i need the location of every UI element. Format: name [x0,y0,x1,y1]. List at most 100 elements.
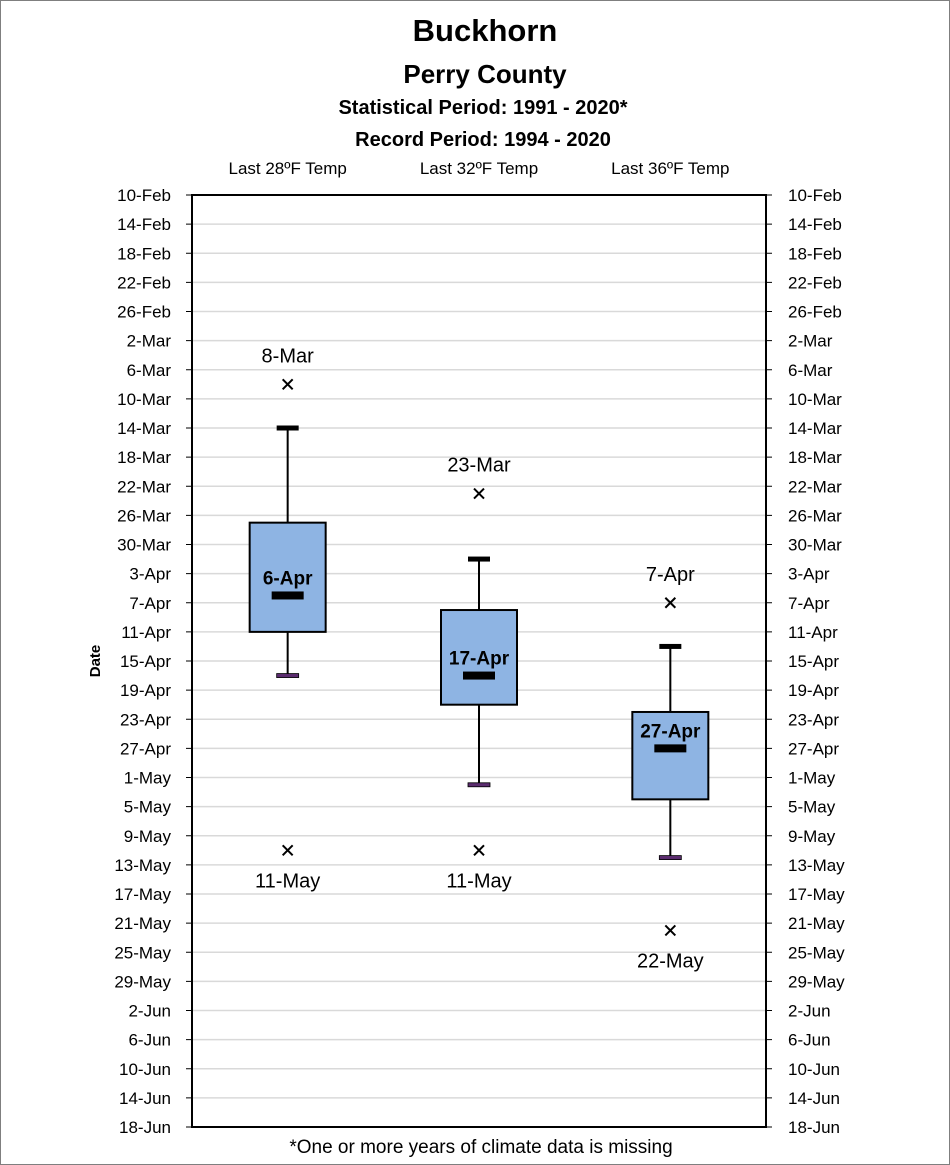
earliest-record-label: 8-Mar [262,345,315,367]
y-tick-label: 14-Feb [117,215,171,234]
y-tick-label: 10-Feb [117,186,171,205]
latest-record-label: 11-May [446,870,511,892]
y-tick-label: 2-Jun [788,1002,831,1021]
earliest-record-marker [281,378,294,391]
y-tick-label: 7-Apr [129,594,171,613]
y-tick-label: 11-Apr [121,623,171,642]
iqr-box [440,609,518,706]
y-tick-label: 15-Apr [788,652,839,671]
y-tick-label: 15-Apr [120,652,171,671]
whisker-cap-late [276,673,300,678]
y-tick-label: 17-May [114,885,171,904]
box-series: 6-Apr 8-Mar 11-May 17-Apr 23-Mar 11-May 27-Apr… [248,345,710,972]
box-series-1: 6-Apr 8-Mar 11-May [248,345,327,892]
y-tick-label: 5-May [124,798,172,817]
y-tick-label: 14-Feb [788,215,842,234]
whisker-cap-late [658,855,682,860]
y-tick-label: 23-Apr [120,710,171,729]
y-tick-label: 10-Mar [117,390,171,409]
plot-area-border [191,194,767,1128]
y-tick-label: 23-Apr [788,710,839,729]
median-marker [654,744,687,753]
y-tick-label: 18-Feb [788,244,842,263]
y-tick-labels-right: 10-Feb 14-Feb 18-Feb 22-Feb 26-Feb 2-Mar 6-Mar… [788,186,845,1137]
whisker-cap-early [659,643,682,649]
y-tick-label: 2-Mar [788,332,833,351]
y-tick-label: 18-Mar [117,448,171,467]
y-tick-label: 1-May [788,769,836,788]
y-tick-label: 6-Mar [127,361,172,380]
y-tick-label: 18-Feb [117,244,171,263]
category-label: Last 36ºF Temp [611,159,729,178]
y-tick-label: 6-Jun [788,1031,831,1050]
y-tick-label: 22-Mar [788,477,842,496]
iqr-box [631,710,710,801]
latest-record-label: 11-May [255,870,320,892]
box-series-3: 27-Apr 7-Apr 22-May [631,564,710,972]
y-tick-label: 14-Jun [788,1089,840,1108]
median-label: 27-Apr [640,721,701,742]
y-tick-label: 22-Feb [788,273,842,292]
y-tick-label: 14-Mar [788,419,842,438]
y-tick-label: 21-May [114,914,171,933]
category-labels: Last 28ºF Temp Last 32ºF Temp Last 36ºF Te… [228,159,729,178]
y-tick-label: 7-Apr [788,594,830,613]
median-label: 6-Apr [263,568,313,589]
y-tick-label: 29-May [788,972,845,991]
y-tick-label: 13-May [788,856,845,875]
y-tick-label: 10-Jun [788,1060,840,1079]
y-tick-label: 6-Mar [788,361,833,380]
y-tick-label: 18-Jun [119,1118,171,1137]
latest-record-marker [281,844,294,857]
y-tick-labels-left: 10-Feb 14-Feb 18-Feb 22-Feb 26-Feb 2-Mar 6-Mar… [114,186,171,1137]
y-tick-label: 22-Feb [117,273,171,292]
y-tick-label: 3-Apr [788,565,830,584]
y-tick-label: 6-Jun [128,1031,171,1050]
y-tick-label: 27-Apr [788,739,839,758]
whisker-cap-late [467,782,491,788]
median-marker [463,671,495,680]
median-label: 17-Apr [449,649,510,670]
y-tick-label: 14-Jun [119,1089,171,1108]
y-tick-label: 27-Apr [120,739,171,758]
y-tick-label: 10-Mar [788,390,842,409]
y-tick-label: 25-May [788,943,845,962]
y-tick-label: 21-May [788,914,845,933]
y-tick-label: 18-Jun [788,1118,840,1137]
y-tick-label: 10-Feb [788,186,842,205]
record-period: Record Period: 1994 - 2020 [355,129,611,151]
iqr-box [248,521,327,633]
box-series-2: 17-Apr 23-Mar 11-May [440,455,518,892]
earliest-record-label: 23-Mar [447,455,511,477]
chart-subtitle: Perry County [403,59,567,89]
y-tick-label: 18-Mar [788,448,842,467]
footnote: *One or more years of climate data is mi… [289,1137,672,1158]
earliest-record-marker [473,487,485,500]
y-tick-label: 2-Mar [127,332,172,351]
whisker-cap-early [468,556,490,562]
y-tick-label: 29-May [114,972,171,991]
category-label: Last 28ºF Temp [228,159,346,178]
latest-record-marker [664,924,677,937]
y-tick-label: 3-Apr [129,565,171,584]
y-tick-label: 1-May [124,769,172,788]
y-tick-label: 19-Apr [788,681,839,700]
y-tick-label: 9-May [788,827,836,846]
y-tick-label: 2-Jun [128,1002,171,1021]
y-tick-label: 9-May [124,827,172,846]
y-tick-label: 25-May [114,943,171,962]
y-tick-label: 26-Feb [788,303,842,322]
y-tick-label: 22-Mar [117,477,171,496]
earliest-record-marker [664,597,677,609]
category-label: Last 32ºF Temp [420,159,538,178]
y-tick-label: 26-Feb [117,303,171,322]
y-tick-label: 10-Jun [119,1060,171,1079]
y-axis-label: Date [87,645,104,678]
statistical-period: Statistical Period: 1991 - 2020* [338,97,627,119]
y-tick-label: 30-Mar [788,536,842,555]
chart-title: Buckhorn [413,13,558,48]
y-tick-label: 11-Apr [788,623,838,642]
whisker-cap-early [276,425,299,431]
